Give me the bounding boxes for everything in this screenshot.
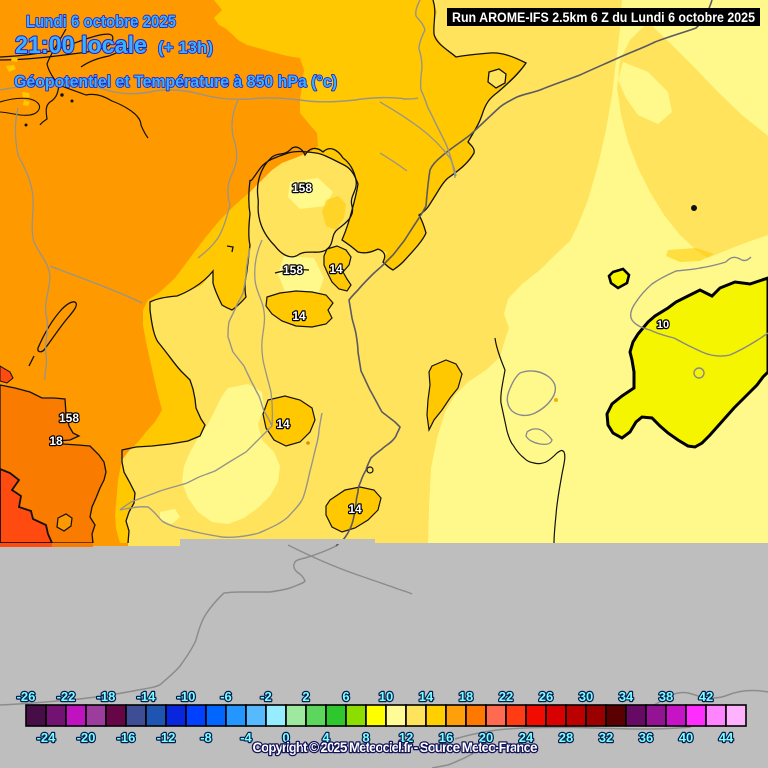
svg-text:Géopotentiel et Température à: Géopotentiel et Température à 850 hPa (°… [14,72,337,91]
svg-text:Copyright © 2025 Meteociel.fr: Copyright © 2025 Meteociel.fr - Source M… [253,740,538,755]
svg-text:(+ 13h): (+ 13h) [158,39,213,57]
svg-text:158: 158 [292,181,312,195]
svg-text:12: 12 [399,730,413,745]
svg-text:-14: -14 [137,689,157,704]
svg-text:10: 10 [657,319,669,331]
svg-text:-12: -12 [157,730,176,745]
svg-text:16: 16 [439,730,453,745]
svg-text:-18: -18 [97,689,116,704]
svg-text:38: 38 [659,689,673,704]
svg-text:32: 32 [599,730,613,745]
svg-text:158: 158 [59,411,79,425]
svg-text:36: 36 [639,730,653,745]
svg-text:14: 14 [329,262,343,276]
svg-text:8: 8 [362,730,369,745]
svg-text:28: 28 [559,730,573,745]
svg-text:40: 40 [679,730,693,745]
svg-text:-6: -6 [220,689,232,704]
svg-text:14: 14 [292,309,306,323]
svg-text:18: 18 [49,434,63,448]
svg-text:-22: -22 [57,689,76,704]
svg-text:42: 42 [699,689,713,704]
svg-text:-10: -10 [177,689,196,704]
svg-text:26: 26 [539,689,553,704]
svg-text:20: 20 [479,730,493,745]
svg-text:34: 34 [619,689,634,704]
svg-text:4: 4 [322,730,330,745]
svg-text:44: 44 [719,730,734,745]
svg-text:24: 24 [519,730,534,745]
svg-text:6: 6 [342,689,349,704]
svg-text:10: 10 [379,689,393,704]
svg-text:-4: -4 [240,730,252,745]
svg-text:14: 14 [348,502,362,516]
svg-text:-20: -20 [77,730,96,745]
svg-text:Run AROME-IFS 2.5km 6 Z du Lun: Run AROME-IFS 2.5km 6 Z du Lundi 6 octob… [452,10,755,25]
svg-text:-16: -16 [117,730,136,745]
svg-text:30: 30 [579,689,593,704]
svg-text:-8: -8 [200,730,212,745]
svg-text:18: 18 [459,689,473,704]
svg-text:0: 0 [282,730,289,745]
svg-text:-24: -24 [37,730,57,745]
svg-text:-2: -2 [260,689,272,704]
svg-text:21:00 locale: 21:00 locale [15,32,147,59]
svg-text:14: 14 [419,689,434,704]
svg-text:14: 14 [276,417,290,431]
svg-text:158: 158 [283,263,303,277]
svg-text:2: 2 [302,689,309,704]
svg-text:Lundi 6 octobre 2025: Lundi 6 octobre 2025 [26,12,176,31]
svg-text:-26: -26 [17,689,36,704]
svg-text:22: 22 [499,689,513,704]
